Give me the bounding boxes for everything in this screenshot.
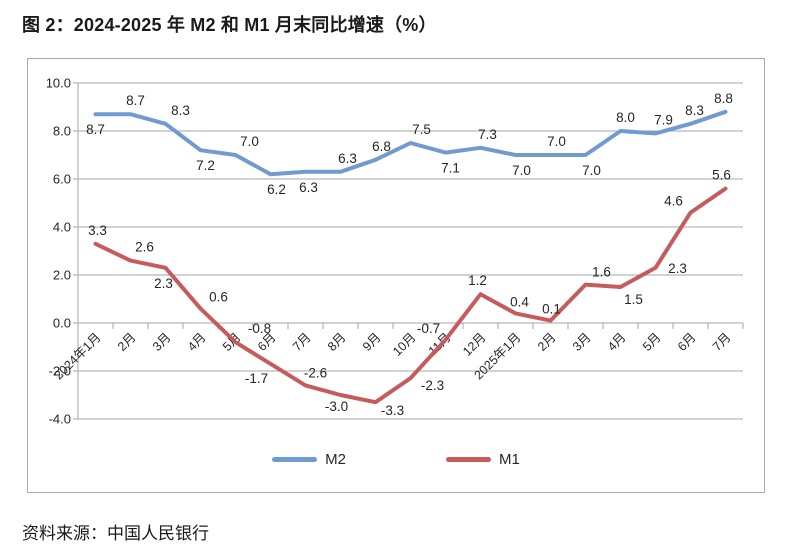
y-axis-label: 4.0	[53, 220, 71, 235]
x-axis-label: 2月	[115, 330, 139, 354]
m1-data-label: 2.6	[135, 240, 154, 255]
m1-data-label: 5.6	[712, 168, 731, 183]
m1-line-swatch-icon	[446, 457, 491, 462]
m1-data-label: 0.6	[209, 290, 228, 305]
m2-data-label: 7.0	[240, 134, 259, 149]
chart-area: 10.0 8.0 6.0 4.0 2.0 0.0 -2.0 -4.0 2024年1月 2月 3月 4月…	[27, 58, 765, 493]
m1-data-label: -3.3	[381, 403, 404, 418]
y-axis-label: 10.0	[46, 76, 71, 91]
m1-line	[93, 186, 728, 405]
m2-data-label: 8.7	[86, 122, 105, 137]
y-axis-label: -2.0	[49, 364, 71, 379]
m1-data-label: -0.7	[417, 321, 440, 336]
m2-data-label: 6.2	[267, 182, 286, 197]
m2-data-label: 8.0	[616, 110, 635, 125]
m2-data-label: 7.0	[512, 163, 531, 178]
y-axis-label: 2.0	[53, 268, 71, 283]
x-axis-label: 5月	[640, 330, 664, 354]
m2-data-label: 6.8	[372, 139, 391, 154]
m1-data-label: -3.0	[325, 399, 348, 414]
y-axis-label: 6.0	[53, 172, 71, 187]
y-axis-label: -4.0	[49, 412, 71, 427]
x-axis-label: 5月	[220, 330, 244, 354]
m2-data-label: 7.2	[196, 158, 215, 173]
m1-data-label: 1.5	[624, 292, 643, 307]
x-axis-label: 6月	[675, 330, 699, 354]
m2-data-label: 6.3	[299, 180, 318, 195]
m2-line	[93, 109, 728, 177]
m2-data-label: 8.8	[714, 91, 733, 106]
x-axis-label: 8月	[325, 330, 349, 354]
m2-data-label: 7.0	[547, 134, 566, 149]
m1-data-label: 3.3	[88, 223, 107, 238]
m2-data-label: 7.0	[582, 163, 601, 178]
figure-title: 图 2：2024-2025 年 M2 和 M1 月末同比增速（%）	[22, 15, 437, 35]
m2-data-label: 6.3	[338, 151, 357, 166]
m2-line-swatch-icon	[272, 457, 318, 462]
m2-data-label: 7.9	[654, 112, 673, 127]
x-axis-label: 10月	[390, 330, 419, 359]
figure-source: 资料来源：中国人民银行	[22, 524, 209, 543]
m1-data-label: 2.3	[668, 261, 687, 276]
m1-data-label: -1.7	[245, 371, 268, 386]
m2-data-label: 7.3	[478, 127, 497, 142]
x-axis-label: 3月	[150, 330, 174, 354]
legend-label-m1: M1	[499, 451, 520, 468]
m1-data-label: 4.6	[664, 194, 683, 209]
legend-item-m2: M2	[272, 451, 346, 468]
legend-item-m1: M1	[446, 451, 520, 468]
x-axis-label: 7月	[290, 330, 314, 354]
chart-legend: M2 M1	[28, 451, 764, 468]
m1-data-label: 0.1	[542, 302, 561, 317]
x-axis-label: 3月	[570, 330, 594, 354]
m1-data-label: 1.2	[468, 273, 487, 288]
legend-label-m2: M2	[325, 451, 346, 468]
x-axis-label: 4月	[185, 330, 209, 354]
m1-data-label: -2.6	[304, 365, 327, 380]
x-axis-label: 2月	[535, 330, 559, 354]
x-axis-label: 7月	[710, 330, 734, 354]
x-axis-label: 9月	[360, 330, 384, 354]
m1-data-label: 0.4	[510, 294, 529, 309]
m2-data-label: 7.5	[412, 122, 431, 137]
y-axis-label: 8.0	[53, 124, 71, 139]
x-axis-label: 4月	[605, 330, 629, 354]
y-axis-label: 0.0	[53, 316, 71, 331]
m1-data-label: 1.6	[592, 265, 611, 280]
m1-data-label: -0.8	[248, 321, 271, 336]
m2-data-label: 7.1	[441, 161, 460, 176]
m1-data-label: 2.3	[154, 276, 173, 291]
m2-data-label: 8.3	[685, 103, 704, 118]
m2-data-label: 8.3	[171, 103, 190, 118]
x-axis-label: 12月	[460, 330, 489, 359]
m1-data-label: -2.3	[421, 378, 444, 393]
m2-data-label: 8.7	[126, 93, 145, 108]
